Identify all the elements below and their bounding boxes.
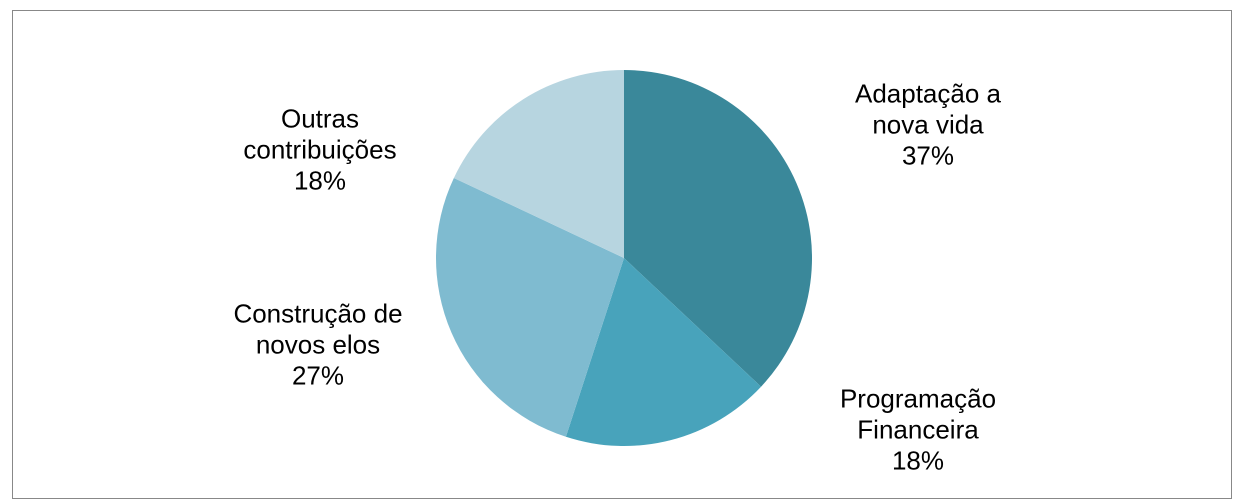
- slice-value: 37%: [901, 140, 955, 171]
- slice-category: Programação Financeira: [839, 383, 997, 445]
- slice-label: Construção de novos elos 27%: [208, 299, 428, 392]
- slice-category: Outras contribuições: [243, 103, 397, 165]
- slice-label: Programação Financeira 18%: [818, 384, 1018, 477]
- pie-slice: [565, 258, 762, 446]
- pie-slice: [435, 177, 624, 437]
- slice-label: Adaptação a nova vida 37%: [828, 79, 1028, 172]
- slice-category: Construção de novos elos: [233, 298, 403, 360]
- pie-slice: [624, 70, 812, 387]
- slice-value: 18%: [293, 165, 347, 196]
- slice-value: 18%: [891, 445, 945, 476]
- pie-slice: [453, 70, 624, 258]
- slice-category: Adaptação a nova vida: [854, 78, 1001, 140]
- slice-value: 27%: [291, 360, 345, 391]
- slice-label: Outras contribuições 18%: [220, 104, 420, 197]
